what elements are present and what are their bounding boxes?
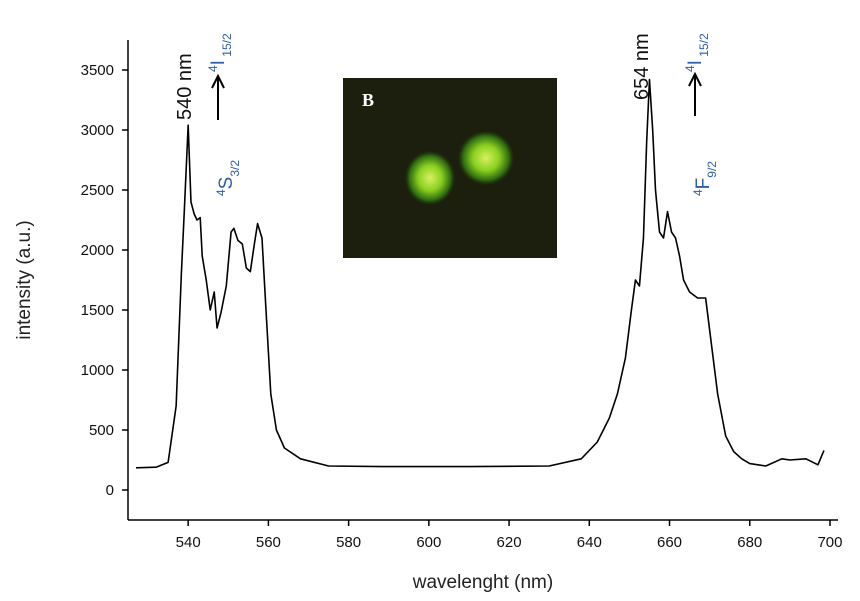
sub: 15/2 xyxy=(220,33,234,60)
peak-label: 540 nm xyxy=(174,53,196,120)
x-axis-label: wavelenght (nm) xyxy=(412,572,553,593)
x-tick-label: 540 xyxy=(176,534,201,551)
inset-spot xyxy=(457,130,515,186)
y-tick-label: 0 xyxy=(106,482,114,499)
main: S xyxy=(216,177,237,190)
main: I xyxy=(685,60,706,65)
y-tick-label: 3500 xyxy=(81,62,114,79)
y-tick-label: 500 xyxy=(89,422,114,439)
x-tick-label: 640 xyxy=(577,534,602,551)
x-tick-label: 620 xyxy=(497,534,522,551)
x-tick-label: 560 xyxy=(256,534,281,551)
arrow-head xyxy=(688,71,702,87)
inset-spot xyxy=(404,150,456,206)
y-tick-label: 2500 xyxy=(81,182,114,199)
transition-label: 4F9/2 xyxy=(691,161,719,196)
arrow-head xyxy=(211,73,225,89)
sup: 4 xyxy=(691,189,705,196)
x-tick-label: 580 xyxy=(336,534,361,551)
x-tick-label: 680 xyxy=(737,534,762,551)
sub: 15/2 xyxy=(697,33,711,60)
inset-image: B xyxy=(343,78,557,258)
y-tick-label: 1000 xyxy=(81,362,114,379)
peak-label: 654 nm xyxy=(631,33,653,100)
main: F xyxy=(693,178,714,190)
y-axis-label: intensity (a.u.) xyxy=(14,220,35,339)
y-tick-label: 2000 xyxy=(81,242,114,259)
y-tick-label: 1500 xyxy=(81,302,114,319)
x-tick-label: 660 xyxy=(657,534,682,551)
transition-label: 4I 15/2 xyxy=(206,33,234,72)
sub: 3/2 xyxy=(228,160,242,177)
x-tick-label: 600 xyxy=(416,534,441,551)
x-tick-label: 700 xyxy=(817,534,842,551)
main: I xyxy=(208,60,229,65)
transition-label: 4S3/2 xyxy=(214,160,242,196)
sup: 4 xyxy=(206,65,220,72)
sup: 4 xyxy=(683,65,697,72)
arrows xyxy=(211,71,702,120)
inset-label: B xyxy=(362,90,374,110)
sub: 9/2 xyxy=(705,161,719,178)
sup: 4 xyxy=(214,189,228,196)
y-tick-label: 3000 xyxy=(81,122,114,139)
spectrum-line xyxy=(135,78,825,469)
transition-label: 4I 15/2 xyxy=(683,33,711,72)
